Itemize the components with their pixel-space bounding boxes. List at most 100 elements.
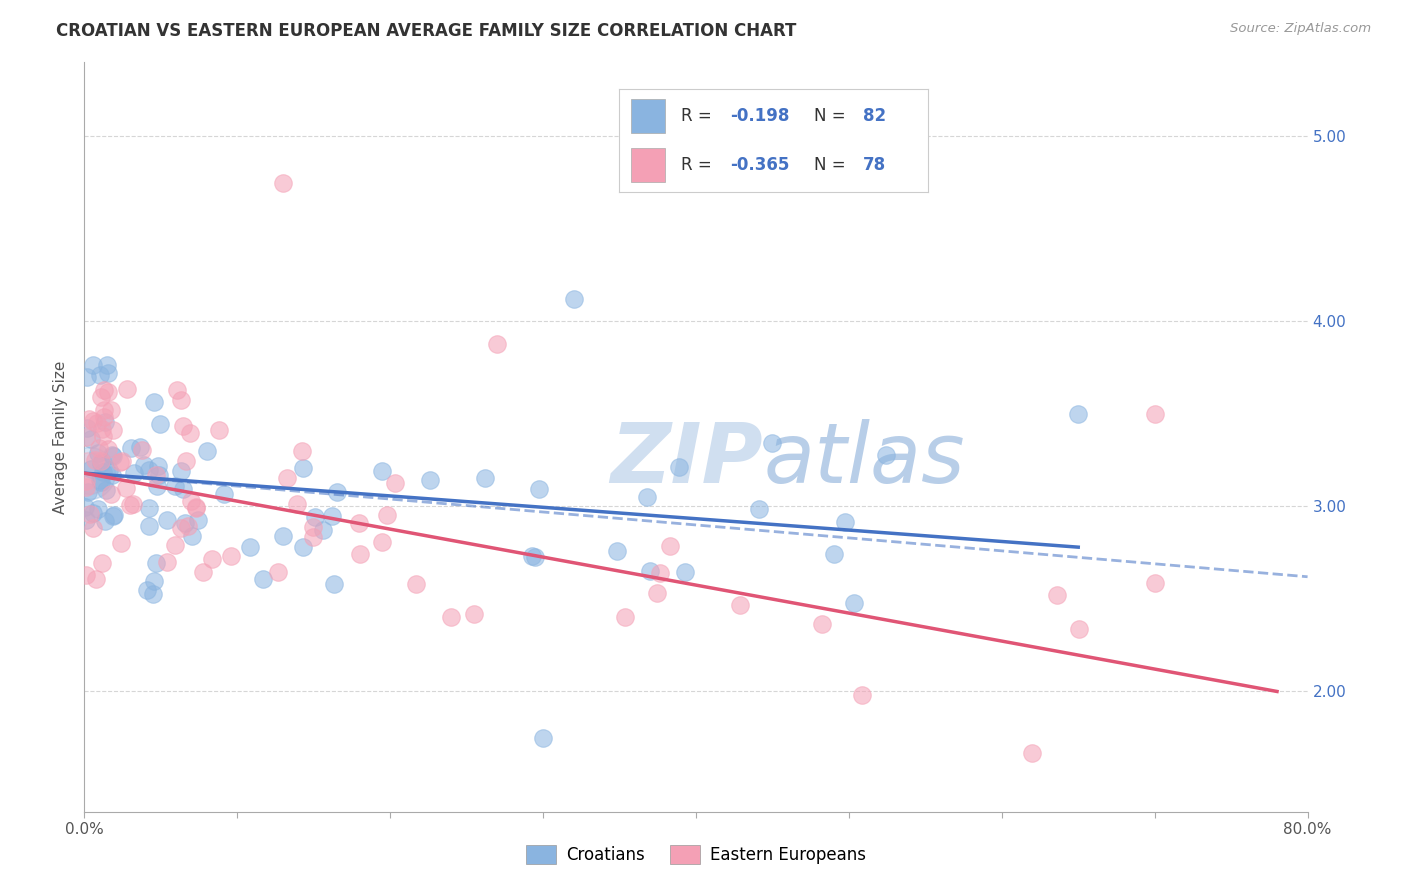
Point: [142, 586, 165, 600]
Point: [103, 423, 125, 437]
Point: [100, 487, 122, 501]
Point: [371, 465, 394, 479]
Point: [138, 519, 160, 533]
Point: [132, 458, 155, 472]
Point: [89, 441, 111, 455]
Point: [165, 479, 187, 493]
Legend: Croatians, Eastern Europeans: Croatians, Eastern Europeans: [519, 838, 873, 871]
Text: N =: N =: [814, 155, 851, 174]
Point: [170, 392, 193, 407]
Point: [89, 368, 111, 383]
Point: [463, 607, 485, 621]
Point: [1143, 407, 1166, 421]
Text: 82: 82: [863, 107, 886, 126]
Point: [165, 538, 187, 552]
Point: [76, 421, 98, 435]
Point: [645, 585, 668, 599]
Point: [86, 572, 108, 586]
Point: [90, 475, 112, 489]
Point: [520, 549, 543, 564]
Point: [166, 384, 188, 398]
Point: [82, 414, 104, 428]
Point: [93, 410, 115, 425]
Point: [172, 482, 194, 496]
Point: [111, 454, 134, 468]
Point: [90, 390, 112, 404]
Point: [122, 466, 145, 480]
Point: [97, 463, 120, 477]
Point: [108, 455, 131, 469]
Point: [129, 441, 152, 455]
Point: [527, 482, 550, 496]
Point: [172, 419, 194, 434]
Text: Source: ZipAtlas.com: Source: ZipAtlas.com: [1230, 22, 1371, 36]
Point: [562, 292, 585, 306]
Point: [75, 480, 97, 494]
Bar: [631, 148, 665, 181]
Point: [326, 484, 349, 499]
Point: [77, 485, 100, 500]
Point: [302, 530, 325, 544]
Point: [271, 176, 294, 190]
Point: [271, 529, 294, 543]
Point: [148, 467, 170, 482]
Point: [761, 436, 783, 450]
Point: [375, 508, 398, 522]
Point: [138, 501, 160, 516]
Point: [118, 498, 141, 512]
Point: [180, 529, 202, 543]
Point: [80, 462, 103, 476]
Text: R =: R =: [681, 155, 717, 174]
Point: [834, 515, 856, 529]
Point: [304, 510, 326, 524]
Text: N =: N =: [814, 107, 851, 126]
Point: [89, 473, 111, 487]
Point: [875, 448, 897, 462]
Point: [101, 509, 124, 524]
Point: [212, 487, 235, 501]
Point: [291, 540, 314, 554]
Point: [1144, 576, 1167, 591]
Point: [312, 523, 335, 537]
Point: [1021, 746, 1043, 760]
Point: [219, 549, 242, 563]
Point: [195, 444, 218, 458]
Point: [103, 508, 125, 522]
Point: [851, 688, 873, 702]
Point: [673, 566, 696, 580]
Point: [186, 500, 208, 515]
Point: [650, 566, 672, 580]
Point: [156, 555, 179, 569]
Point: [136, 582, 159, 597]
Point: [146, 458, 169, 473]
Point: [371, 534, 394, 549]
Point: [174, 453, 197, 467]
Point: [486, 336, 509, 351]
Point: [75, 568, 97, 582]
Point: [82, 358, 104, 372]
Point: [114, 482, 136, 496]
Point: [96, 483, 118, 497]
Point: [79, 507, 101, 521]
Point: [637, 490, 659, 504]
Point: [146, 479, 169, 493]
Text: R =: R =: [681, 107, 717, 126]
Point: [110, 536, 132, 550]
Point: [75, 429, 97, 443]
Point: [100, 403, 122, 417]
Point: [170, 521, 193, 535]
Point: [170, 464, 193, 478]
Point: [201, 552, 224, 566]
Point: [90, 556, 112, 570]
Y-axis label: Average Family Size: Average Family Size: [53, 360, 69, 514]
Point: [75, 500, 97, 515]
Point: [90, 454, 112, 468]
Point: [302, 520, 325, 534]
Point: [131, 443, 153, 458]
Point: [668, 460, 690, 475]
Point: [97, 442, 120, 456]
Point: [87, 502, 110, 516]
Point: [75, 474, 97, 488]
Text: CROATIAN VS EASTERN EUROPEAN AVERAGE FAMILY SIZE CORRELATION CHART: CROATIAN VS EASTERN EUROPEAN AVERAGE FAM…: [56, 22, 797, 40]
Point: [267, 565, 290, 579]
